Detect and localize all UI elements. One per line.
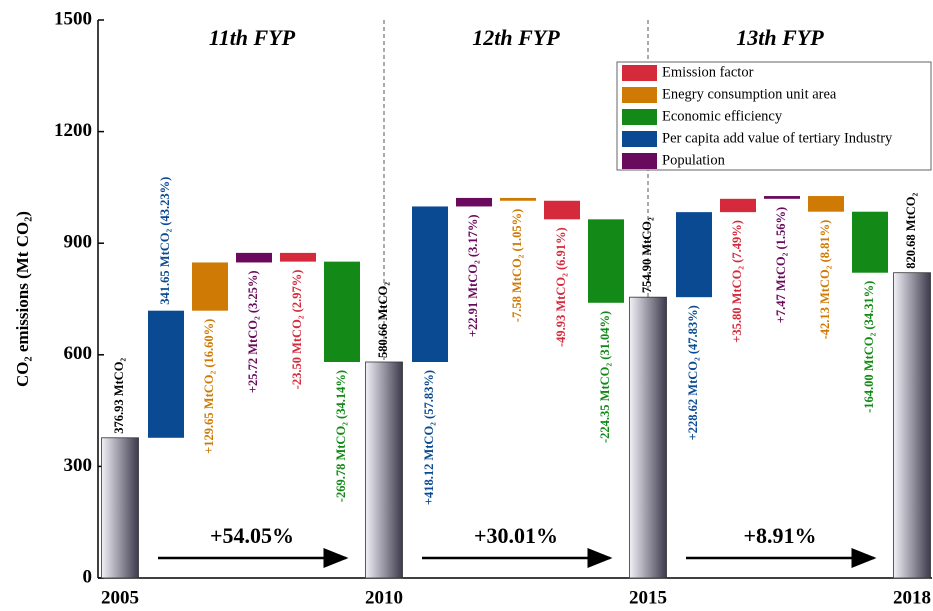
step-bar bbox=[192, 262, 228, 311]
step-bar bbox=[456, 197, 492, 207]
y-tick-label: 600 bbox=[64, 343, 93, 364]
period-label: 13th FYP bbox=[736, 25, 824, 50]
step-bar bbox=[412, 206, 448, 362]
total-label: 376.93 MtCO₂ bbox=[112, 358, 126, 434]
total-bar bbox=[101, 437, 139, 579]
step-bar bbox=[764, 196, 800, 199]
period-label: 12th FYP bbox=[472, 25, 560, 50]
step-bar bbox=[324, 261, 360, 362]
legend-swatch bbox=[622, 109, 657, 125]
step-bar bbox=[236, 252, 272, 263]
step-label: -7.58 MtCO₂ (1.05%) bbox=[510, 209, 524, 322]
step-label: +35.80 MtCO₂ (7.49%) bbox=[730, 220, 744, 343]
step-label: +228.62 MtCO₂ (47.83%) bbox=[686, 305, 700, 440]
total-bar bbox=[629, 296, 667, 579]
step-bar bbox=[808, 196, 844, 212]
legend-swatch bbox=[622, 131, 657, 147]
step-bar bbox=[588, 219, 624, 303]
legend-swatch bbox=[622, 65, 657, 81]
total-label: 820.68 MtCO₂ bbox=[904, 192, 918, 268]
legend-label: Per capita add value of tertiary Industr… bbox=[662, 130, 893, 146]
step-label: -23.50 MtCO₂ (2.97%) bbox=[290, 270, 304, 390]
period-change: +54.05% bbox=[210, 523, 294, 548]
total-bar bbox=[365, 361, 403, 579]
step-label: -42.13 MtCO₂ (8.81%) bbox=[818, 220, 832, 340]
step-bar bbox=[676, 212, 712, 298]
y-tick-label: 1500 bbox=[54, 8, 92, 29]
period-change: +8.91% bbox=[743, 523, 816, 548]
legend-label: Population bbox=[662, 152, 726, 168]
step-label: -49.93 MtCO₂ (6.91%) bbox=[554, 227, 568, 347]
x-tick-label: 2015 bbox=[629, 587, 667, 608]
step-label: +7.47 MtCO₂ (1.56%) bbox=[774, 207, 788, 323]
step-bar bbox=[852, 211, 888, 273]
y-tick-label: 1200 bbox=[54, 120, 92, 141]
y-axis-label: CO₂ emissions (Mt CO₂) bbox=[13, 211, 32, 387]
step-bar bbox=[148, 310, 184, 438]
step-label: -224.35 MtCO₂ (31.04%) bbox=[598, 311, 612, 443]
y-tick-label: 900 bbox=[64, 232, 93, 253]
total-label: 580.66 MtCO₂ bbox=[376, 282, 390, 358]
step-bar bbox=[500, 197, 536, 201]
step-label: 341.65 MtCO₂ (43.23%) bbox=[158, 177, 172, 305]
y-tick-label: 300 bbox=[64, 455, 93, 476]
x-tick-label: 2018 bbox=[893, 587, 931, 608]
legend-label: Economic efficiency bbox=[662, 108, 783, 124]
period-label: 11th FYP bbox=[209, 25, 296, 50]
x-tick-label: 2005 bbox=[101, 587, 139, 608]
step-label: +418.12 MtCO₂ (57.83%) bbox=[422, 370, 436, 505]
step-label: +25.72 MtCO₂ (3.25%) bbox=[246, 270, 260, 393]
step-bar bbox=[280, 252, 316, 262]
legend-label: Enegry consumption unit area bbox=[662, 86, 837, 102]
step-label: -164.00 MtCO₂ (34.31%) bbox=[862, 281, 876, 413]
legend-label: Emission factor bbox=[662, 64, 754, 80]
step-bar bbox=[544, 200, 580, 220]
legend-swatch bbox=[622, 87, 657, 103]
y-tick-label: 0 bbox=[83, 566, 93, 587]
step-bar bbox=[720, 198, 756, 213]
period-change: +30.01% bbox=[474, 523, 558, 548]
legend-box bbox=[616, 61, 932, 171]
x-tick-label: 2010 bbox=[365, 587, 403, 608]
step-label: +22.91 MtCO₂ (3.17%) bbox=[466, 214, 480, 337]
total-label: 754.90 MtCO₂ bbox=[640, 217, 654, 293]
step-label: -269.78 MtCO₂ (34.14%) bbox=[334, 370, 348, 502]
total-bar bbox=[893, 272, 931, 579]
step-label: +129.65 MtCO₂ (16.60%) bbox=[202, 319, 216, 454]
legend-swatch bbox=[622, 153, 657, 169]
